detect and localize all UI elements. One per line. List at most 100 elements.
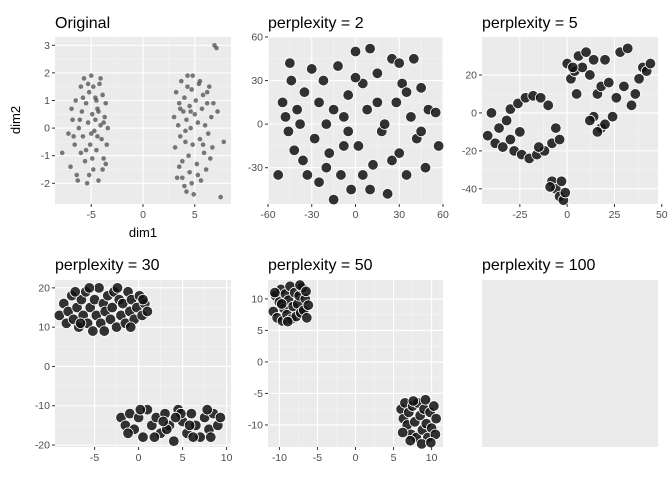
data-point [215, 109, 220, 114]
data-point [275, 298, 288, 310]
y-tick-label: -5 [254, 388, 263, 400]
data-point [204, 100, 210, 106]
x-tick-label: 0 [136, 452, 142, 464]
data-point [559, 186, 571, 199]
x-tick-label: 50 [656, 209, 668, 221]
points-perplexity-50 [267, 279, 442, 450]
y-tick-label: 20 [38, 282, 50, 294]
x-tick-label: 0 [353, 209, 359, 221]
data-point [77, 117, 83, 123]
data-point [111, 282, 124, 294]
data-point [80, 134, 86, 139]
data-point [95, 134, 100, 139]
data-point [404, 434, 416, 447]
data-point [332, 60, 344, 72]
data-point [85, 120, 91, 125]
data-point [378, 118, 391, 130]
data-point [174, 175, 180, 181]
data-point [300, 285, 312, 298]
x-axis-label-original: dim1 [129, 225, 157, 240]
data-point [195, 120, 201, 125]
data-point [98, 325, 110, 337]
data-point [201, 150, 207, 156]
data-point [185, 407, 198, 420]
data-point [390, 96, 403, 109]
data-point [320, 161, 333, 174]
data-point [306, 63, 318, 75]
x-axis-perplexity-30: -5 0 5 10 [90, 447, 233, 464]
data-point [533, 141, 545, 153]
gridlines-original [55, 37, 231, 204]
data-point [323, 147, 335, 159]
data-point [190, 142, 195, 147]
data-point [87, 142, 93, 147]
data-point [137, 293, 149, 306]
y-axis-perplexity-2: -30 0 30 60 [248, 32, 268, 174]
data-point [504, 133, 517, 146]
x-tick-label: 5 [180, 452, 186, 464]
data-point [497, 141, 509, 153]
data-point [432, 140, 445, 152]
data-point [68, 164, 73, 170]
data-point [205, 431, 217, 443]
data-point [338, 140, 350, 152]
data-point [364, 42, 376, 55]
data-point [104, 313, 117, 325]
data-point [425, 436, 437, 449]
data-point [534, 92, 547, 104]
data-point [69, 106, 74, 112]
data-point [180, 175, 185, 181]
panel-perplexity-2: perplexity = 2 -60 -30 0 30 60 -30 0 30 60 [248, 15, 449, 221]
data-point [400, 86, 413, 98]
data-point [342, 125, 354, 138]
data-point [100, 167, 105, 172]
data-point [633, 73, 645, 85]
y-tick-label: 1 [44, 95, 50, 107]
data-point [361, 103, 373, 116]
data-point [313, 176, 325, 188]
data-point [183, 128, 188, 134]
y-tick-label: 10 [251, 293, 263, 305]
data-point [70, 117, 75, 123]
data-point [197, 78, 203, 84]
data-point [493, 122, 505, 134]
x-tick-label: 30 [393, 209, 405, 221]
data-point [317, 74, 330, 87]
data-point [301, 312, 313, 324]
data-point [106, 301, 118, 314]
data-point [269, 286, 281, 299]
data-point [192, 111, 198, 117]
y-tick-label: 0 [257, 119, 263, 131]
data-point [185, 73, 190, 78]
panel-perplexity-30: perplexity = 30 -5 0 5 10 -20 -10 0 10 20 [35, 257, 233, 464]
data-point [72, 142, 77, 147]
data-point [218, 194, 223, 200]
y-tick-label: -1 [41, 150, 50, 162]
data-point [93, 282, 105, 294]
data-point [320, 118, 333, 130]
data-point [504, 103, 517, 115]
data-point [584, 69, 596, 81]
data-point [183, 139, 188, 145]
data-point [210, 145, 215, 150]
data-point [197, 136, 203, 142]
panel-title-perplexity-30: perplexity = 30 [55, 257, 160, 274]
data-point [96, 178, 101, 183]
data-point [308, 132, 321, 145]
data-point [302, 299, 315, 311]
data-point [381, 188, 394, 200]
data-point [189, 180, 194, 186]
y-axis-perplexity-5: -40 -20 0 20 [462, 69, 482, 195]
data-point [555, 175, 568, 187]
data-point [175, 123, 181, 128]
plot-area-perplexity-100 [482, 280, 658, 447]
data-point [345, 183, 357, 196]
data-point [430, 106, 442, 119]
x-tick-label: 10 [426, 452, 438, 464]
data-point [87, 325, 99, 337]
data-point [98, 76, 103, 81]
data-point [567, 61, 579, 74]
data-point [481, 129, 494, 142]
data-point [207, 156, 213, 161]
x-tick-label: -30 [304, 209, 319, 221]
